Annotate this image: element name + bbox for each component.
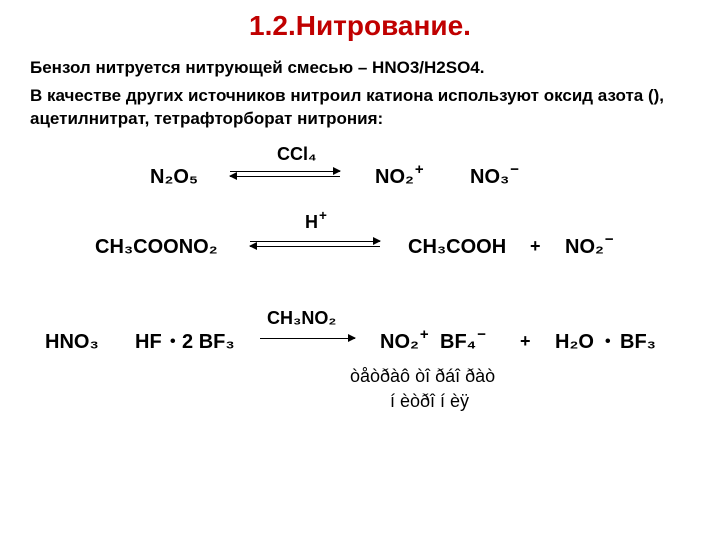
eq2-lhs: CH₃COONO₂: [95, 236, 218, 259]
eq3-rhs-a: NO₂+: [380, 331, 429, 354]
eq2-equilibrium-arrow: [250, 241, 380, 247]
eq1-lhs: N₂O₅: [150, 166, 198, 189]
eq1-rhs-a: NO₂+: [375, 166, 424, 189]
eq3-lhs-b: HF: [135, 331, 162, 354]
eq3-arrow-label: CH₃NO₂: [267, 308, 336, 329]
eq2-rhs-b: NO₂−: [565, 236, 614, 259]
eq3-plus: +: [520, 331, 531, 352]
eq3-caption-1: òåòðàô òî ðáî ðàò: [350, 366, 495, 387]
title-text: 1.2.Нитрование.: [249, 10, 471, 41]
eq1-equilibrium-arrow: [230, 171, 340, 177]
paragraph-2: В качестве других источников нитроил кат…: [30, 85, 690, 131]
eq3-rhs-d: BF₃: [620, 331, 656, 354]
eq3-rhs-c: H₂O: [555, 331, 594, 354]
eq2-plus: +: [530, 236, 541, 257]
eq3-lhs-c: 2 BF₃: [182, 331, 235, 354]
eq3-dot2: •: [605, 333, 611, 351]
eq3-arrow: [260, 338, 355, 339]
chemistry-equations: N₂O₅ CCl₄ NO₂+ NO₃− CH₃COONO₂ H+ CH₃COOH…: [0, 136, 720, 506]
eq3-lhs-a: HNO₃: [45, 331, 99, 354]
eq3-dot1: •: [170, 333, 176, 351]
paragraph-1: Бензол нитруется нитрующей смесью – HNO3…: [30, 57, 690, 80]
page-title: 1.2.Нитрование.: [0, 10, 720, 42]
eq1-arrow-label: CCl₄: [277, 144, 317, 165]
eq3-rhs-b: BF₄−: [440, 331, 486, 354]
eq3-caption-2: í èòðî í èÿ: [390, 391, 469, 412]
eq1-rhs-b: NO₃−: [470, 166, 519, 189]
eq2-arrow-label: H+: [305, 212, 327, 233]
eq2-rhs-a: CH₃COOH: [408, 236, 506, 259]
